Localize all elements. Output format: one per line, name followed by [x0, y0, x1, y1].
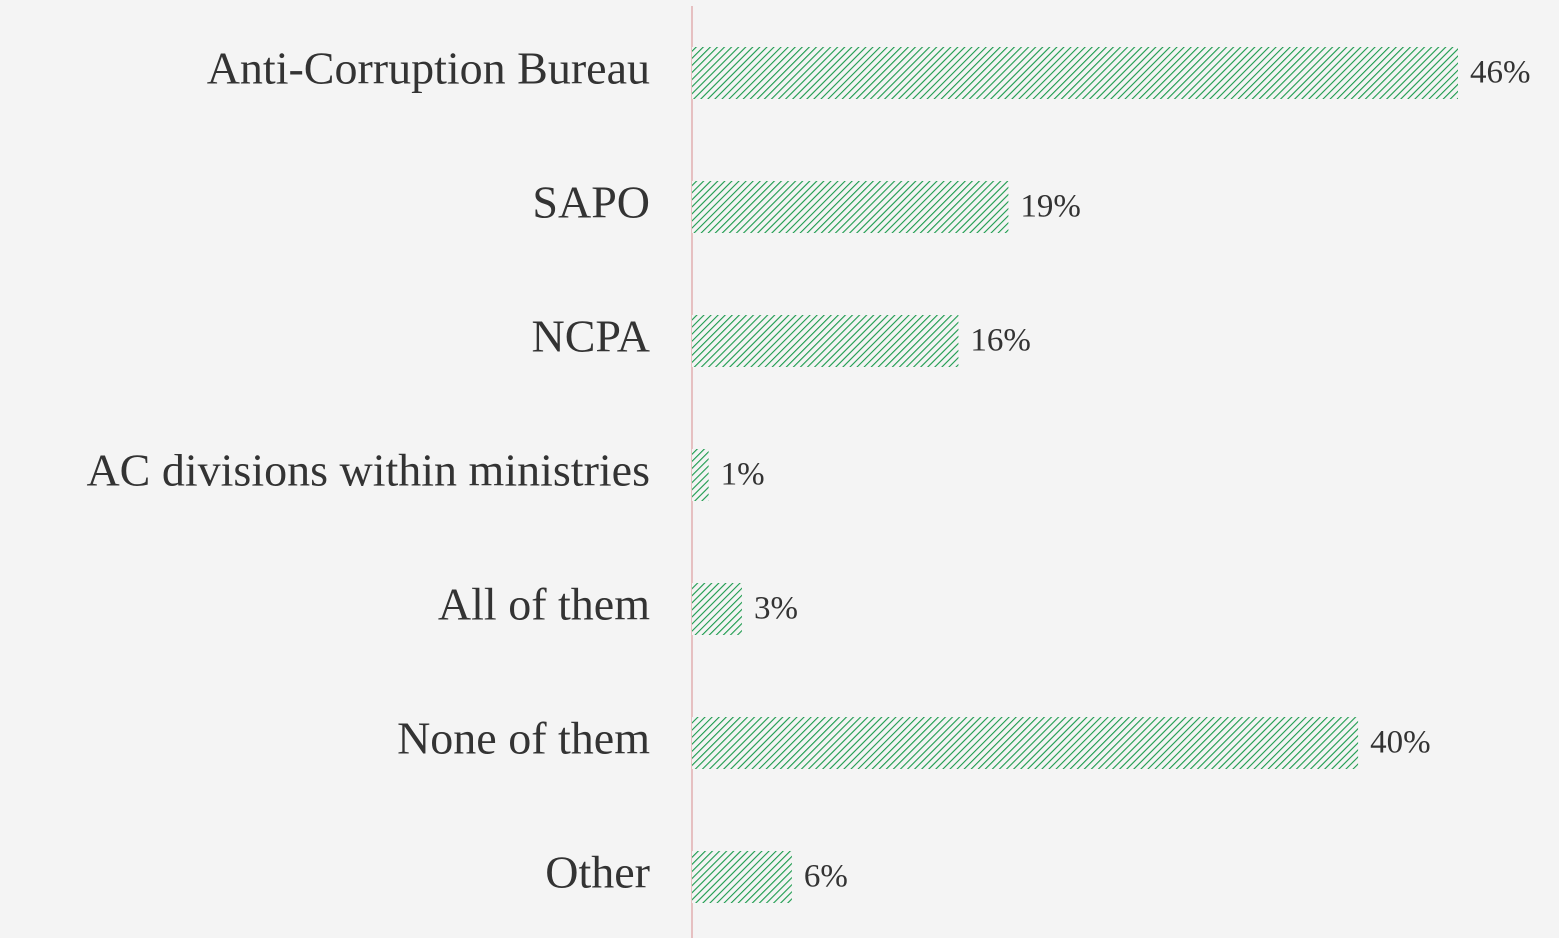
value-label: 1% — [721, 457, 765, 493]
category-label: SAPO — [532, 177, 650, 228]
bar — [692, 851, 792, 903]
value-label: 19% — [1020, 189, 1081, 225]
bar — [692, 315, 959, 367]
category-label: Other — [545, 847, 650, 898]
category-label: NCPA — [532, 311, 650, 362]
bar — [692, 583, 742, 635]
value-label: 3% — [754, 591, 798, 627]
category-label: Anti-Corruption Bureau — [207, 43, 650, 94]
value-label: 46% — [1470, 55, 1531, 91]
category-label: AC divisions within ministries — [86, 445, 650, 496]
value-label: 40% — [1370, 725, 1431, 761]
value-label: 6% — [804, 859, 848, 895]
category-label: All of them — [438, 579, 650, 630]
bar — [692, 717, 1359, 769]
category-label: None of them — [397, 713, 650, 764]
value-label: 16% — [970, 323, 1031, 359]
bar — [692, 449, 709, 501]
bar — [692, 47, 1458, 99]
bar — [692, 181, 1009, 233]
